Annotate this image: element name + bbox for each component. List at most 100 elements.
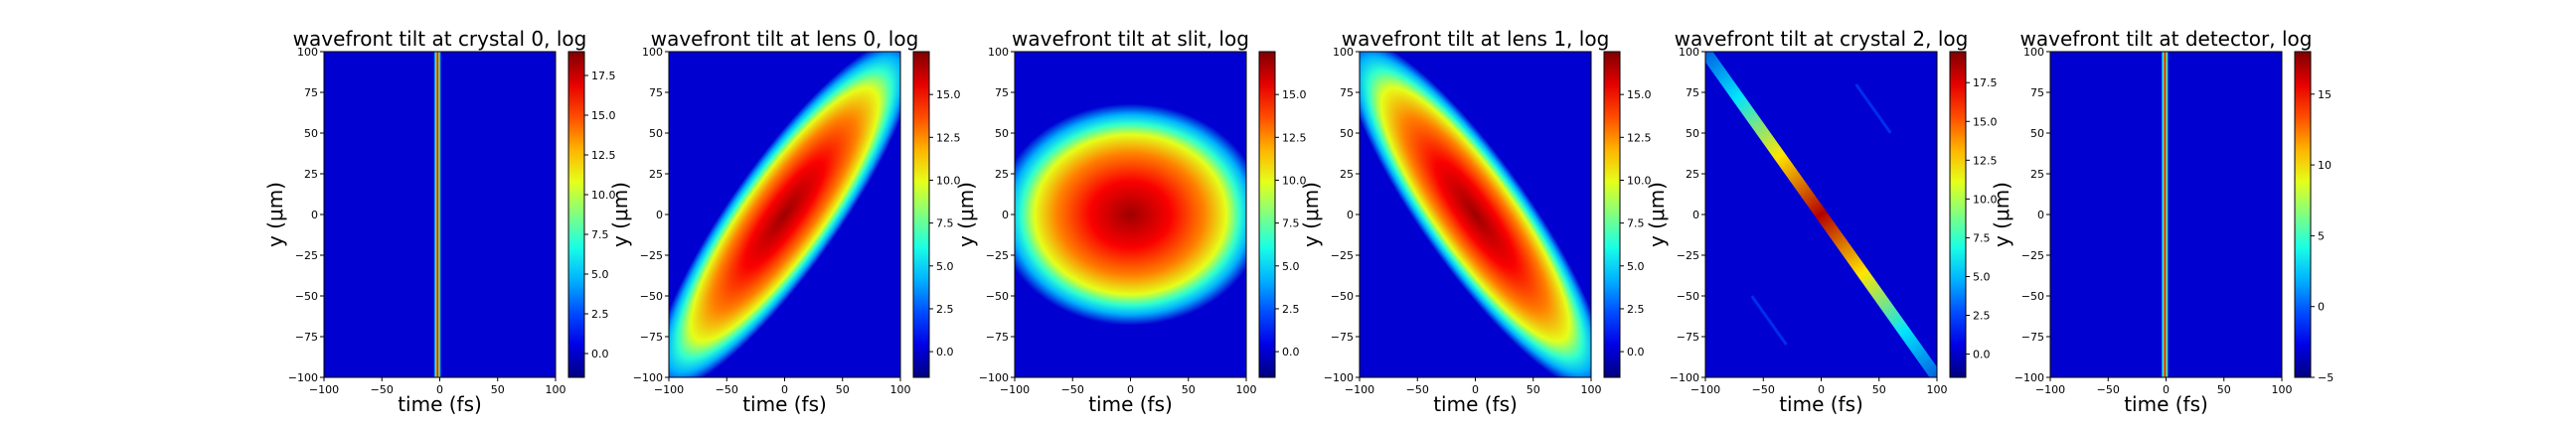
y-tick-label: 25: [304, 168, 318, 181]
x-tick-label: −50: [716, 383, 738, 396]
y-tick-label: 75: [1340, 86, 1354, 99]
heatmap-area: [669, 52, 900, 377]
y-tick-label: 25: [995, 168, 1009, 181]
y-axis-label: y (μm): [1645, 182, 1669, 247]
colorbar: [1258, 51, 1276, 378]
y-tick-label: −25: [640, 249, 663, 262]
y-tick-label: −100: [633, 371, 663, 384]
colorbar-tick-label: 15.0: [936, 88, 961, 101]
colorbar: [912, 51, 930, 378]
colorbar-tick-label: 2.5: [1627, 303, 1645, 316]
heatmap-area: [1015, 52, 1246, 377]
beam-ellipse: [1360, 52, 1591, 377]
y-tick-label: 25: [1340, 168, 1354, 181]
heatmap-area: [324, 52, 556, 377]
y-tick-label: −25: [1331, 249, 1354, 262]
chart-title: wavefront tilt at lens 0, log: [651, 27, 919, 51]
colorbar-tick-label: 5.0: [591, 268, 609, 281]
y-axis-label: y (μm): [1990, 182, 2013, 247]
x-axis-label: time (fs): [742, 392, 827, 416]
y-tick-label: 0: [2037, 209, 2044, 221]
y-tick-label: 0: [1347, 209, 1354, 221]
colorbar-tick-label: 0.0: [1282, 346, 1300, 358]
colorbar-tick-label: 5: [2318, 229, 2325, 242]
colorbar-tick-label: 2.5: [1282, 303, 1300, 316]
heatmap-area: [1360, 52, 1591, 377]
y-tick-label: −100: [1670, 371, 1699, 384]
y-tick-label: 50: [1686, 127, 1699, 140]
y-axis-label: y (μm): [954, 182, 978, 247]
colorbar-tick-label: 10.0: [1973, 193, 1998, 206]
colorbar-tick-label: 0.0: [1627, 346, 1645, 358]
x-tick-label: 0: [1127, 383, 1134, 396]
y-tick-label: −25: [295, 249, 318, 262]
y-tick-label: −75: [295, 331, 318, 344]
y-tick-label: 25: [1686, 168, 1699, 181]
x-tick-label: −100: [1690, 383, 1720, 396]
colorbar-tick-label: 15.0: [1973, 115, 1998, 128]
y-tick-label: 100: [642, 46, 663, 59]
colorbar-tick-label: 5.0: [936, 260, 954, 273]
x-tick-label: 100: [2272, 383, 2293, 396]
colorbar-tick-label: 12.5: [591, 149, 616, 162]
colorbar-tick-label: 5.0: [1973, 270, 1991, 283]
colorbar-tick-label: 0.0: [591, 348, 609, 360]
colorbar-tick-label: 15: [2318, 88, 2332, 101]
y-axis-label: y (μm): [1299, 182, 1323, 247]
colorbar-tick-label: 7.5: [1282, 217, 1300, 230]
x-tick-label: −50: [1752, 383, 1775, 396]
colorbar-tick-label: 2.5: [1973, 310, 1991, 323]
y-tick-label: 25: [649, 168, 663, 181]
x-axis-label: time (fs): [1088, 392, 1173, 416]
x-tick-label: −100: [654, 383, 684, 396]
colorbar-tick-label: 12.5: [1627, 131, 1652, 144]
y-tick-label: 100: [2023, 46, 2044, 59]
y-tick-label: −75: [640, 331, 663, 344]
chart-panel-1: wavefront tilt at crystal 0, log −100 −50 0…: [263, 27, 616, 416]
x-tick-label: 0: [436, 383, 443, 396]
x-axis-label: time (fs): [398, 392, 482, 416]
x-tick-label: 100: [890, 383, 911, 396]
colorbar-tick-label: 10.0: [591, 189, 616, 202]
y-tick-label: 100: [988, 46, 1009, 59]
colorbar: [1949, 51, 1967, 378]
y-tick-label: −75: [1677, 331, 1699, 344]
colorbar-tick-label: −5: [2318, 371, 2334, 384]
chart-title: wavefront tilt at detector, log: [2020, 27, 2313, 51]
colorbar-tick-label: 10.0: [936, 174, 961, 187]
x-tick-label: 50: [2217, 383, 2231, 396]
beam-ellipse: [669, 52, 900, 377]
colorbar-tick-label: 0.0: [1973, 349, 1991, 361]
y-tick-label: −100: [288, 371, 318, 384]
x-axis-label: time (fs): [2124, 392, 2208, 416]
x-tick-label: −100: [1345, 383, 1374, 396]
y-tick-label: 75: [1686, 86, 1699, 99]
y-tick-label: 0: [311, 209, 318, 221]
artifact-streak: [1854, 83, 1892, 134]
colorbar-tick-label: 17.5: [1973, 76, 1998, 89]
colorbar-tick-label: 2.5: [936, 303, 954, 316]
colorbar: [2294, 51, 2312, 378]
artifact-streak: [1750, 295, 1788, 346]
chart-panel-3: wavefront tilt at slit, log −100 −50 0 50 100…: [954, 27, 1307, 416]
y-tick-label: 100: [1679, 46, 1699, 59]
y-tick-label: 0: [1692, 209, 1699, 221]
colorbar-tick-label: 7.5: [936, 217, 954, 230]
x-tick-label: 50: [836, 383, 850, 396]
y-axis-label: y (μm): [608, 182, 632, 247]
x-tick-label: 50: [491, 383, 505, 396]
chart-panel-4: wavefront tilt at lens 1, log −100 −50 0 50 1…: [1299, 27, 1652, 416]
x-tick-label: −100: [2035, 383, 2065, 396]
y-tick-label: −75: [1331, 331, 1354, 344]
x-tick-label: 50: [1182, 383, 1196, 396]
heatmap-area: [1705, 52, 1937, 377]
x-tick-label: 100: [1581, 383, 1602, 396]
y-tick-label: −50: [1677, 290, 1699, 303]
colorbar: [567, 51, 585, 378]
y-tick-label: 50: [304, 127, 318, 140]
colorbar-tick-label: 12.5: [1973, 154, 1998, 167]
colorbar-tick-label: 15.0: [1282, 88, 1307, 101]
x-tick-label: 0: [1818, 383, 1825, 396]
x-tick-label: 50: [1872, 383, 1886, 396]
